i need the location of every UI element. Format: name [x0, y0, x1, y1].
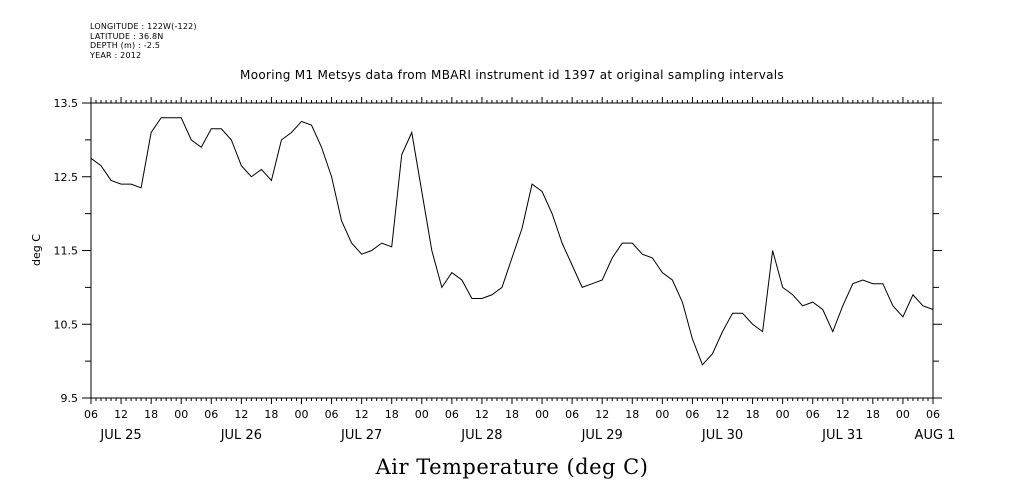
x-tick-label: 06	[806, 408, 820, 421]
x-axis-caption: Air Temperature (deg C)	[375, 455, 649, 479]
x-tick-label: 06	[685, 408, 699, 421]
x-tick-label: 00	[655, 408, 669, 421]
x-tick-label: 12	[716, 408, 730, 421]
x-tick-label: 06	[325, 408, 339, 421]
x-tick-label: 12	[836, 408, 850, 421]
x-tick-label: 18	[746, 408, 760, 421]
x-day-label: AUG 1	[915, 428, 956, 443]
x-day-label: JUL 30	[701, 428, 743, 443]
x-tick-label: 06	[204, 408, 218, 421]
x-tick-label: 12	[475, 408, 489, 421]
y-tick-label: 12.5	[54, 171, 79, 184]
y-tick-label: 10.5	[54, 318, 79, 331]
x-tick-label: 18	[385, 408, 399, 421]
x-tick-label: 06	[445, 408, 459, 421]
x-tick-label: 18	[625, 408, 639, 421]
x-tick-label: 18	[866, 408, 880, 421]
chart-plot: 06 12 18 00 06 12 18 00 06 12 18 00 06 12 18 00 06 12 18 00…	[30, 97, 956, 443]
y-tick-label: 13.5	[54, 97, 79, 110]
y-axis-label: deg C	[30, 234, 43, 266]
metadata-block: LONGITUDE : 122W(-122) LATITUDE : 36.8N …	[90, 22, 197, 60]
x-tick-label: 12	[114, 408, 128, 421]
x-tick-label: 00	[896, 408, 910, 421]
x-day-label: JUL 28	[460, 428, 502, 443]
x-tick-label: 18	[144, 408, 158, 421]
x-day-label: JUL 27	[340, 428, 382, 443]
plot-frame	[90, 102, 934, 399]
x-day-label: JUL 31	[821, 428, 863, 443]
meta-longitude: LONGITUDE : 122W(-122)	[90, 22, 197, 31]
x-tick-label: 06	[84, 408, 98, 421]
x-tick-label: 00	[776, 408, 790, 421]
series-line	[90, 117, 934, 366]
x-tick-label: 00	[295, 408, 309, 421]
axis-labels: 06 12 18 00 06 12 18 00 06 12 18 00 06 12 18 00 06 12 18 00…	[54, 97, 956, 443]
meta-depth: DEPTH (m) : -2.5	[90, 41, 161, 50]
x-tick-label: 12	[595, 408, 609, 421]
x-day-label: JUL 25	[99, 428, 141, 443]
x-tick-label: 18	[264, 408, 278, 421]
x-tick-label: 00	[535, 408, 549, 421]
meta-latitude: LATITUDE : 36.8N	[90, 31, 164, 41]
x-tick-label: 06	[926, 408, 940, 421]
x-tick-label: 12	[355, 408, 369, 421]
x-tick-label: 12	[234, 408, 248, 421]
chart-title: Mooring M1 Metsys data from MBARI instru…	[240, 68, 784, 82]
x-tick-label: 00	[415, 408, 429, 421]
x-day-label: JUL 29	[581, 428, 623, 443]
meta-year: YEAR : 2012	[90, 50, 142, 60]
axis-ticks	[82, 97, 942, 404]
x-day-label: JUL 26	[220, 428, 262, 443]
y-tick-label: 9.5	[61, 392, 79, 405]
x-tick-label: 18	[505, 408, 519, 421]
x-tick-label: 00	[174, 408, 188, 421]
x-tick-label: 06	[565, 408, 579, 421]
y-tick-label: 11.5	[54, 245, 79, 258]
